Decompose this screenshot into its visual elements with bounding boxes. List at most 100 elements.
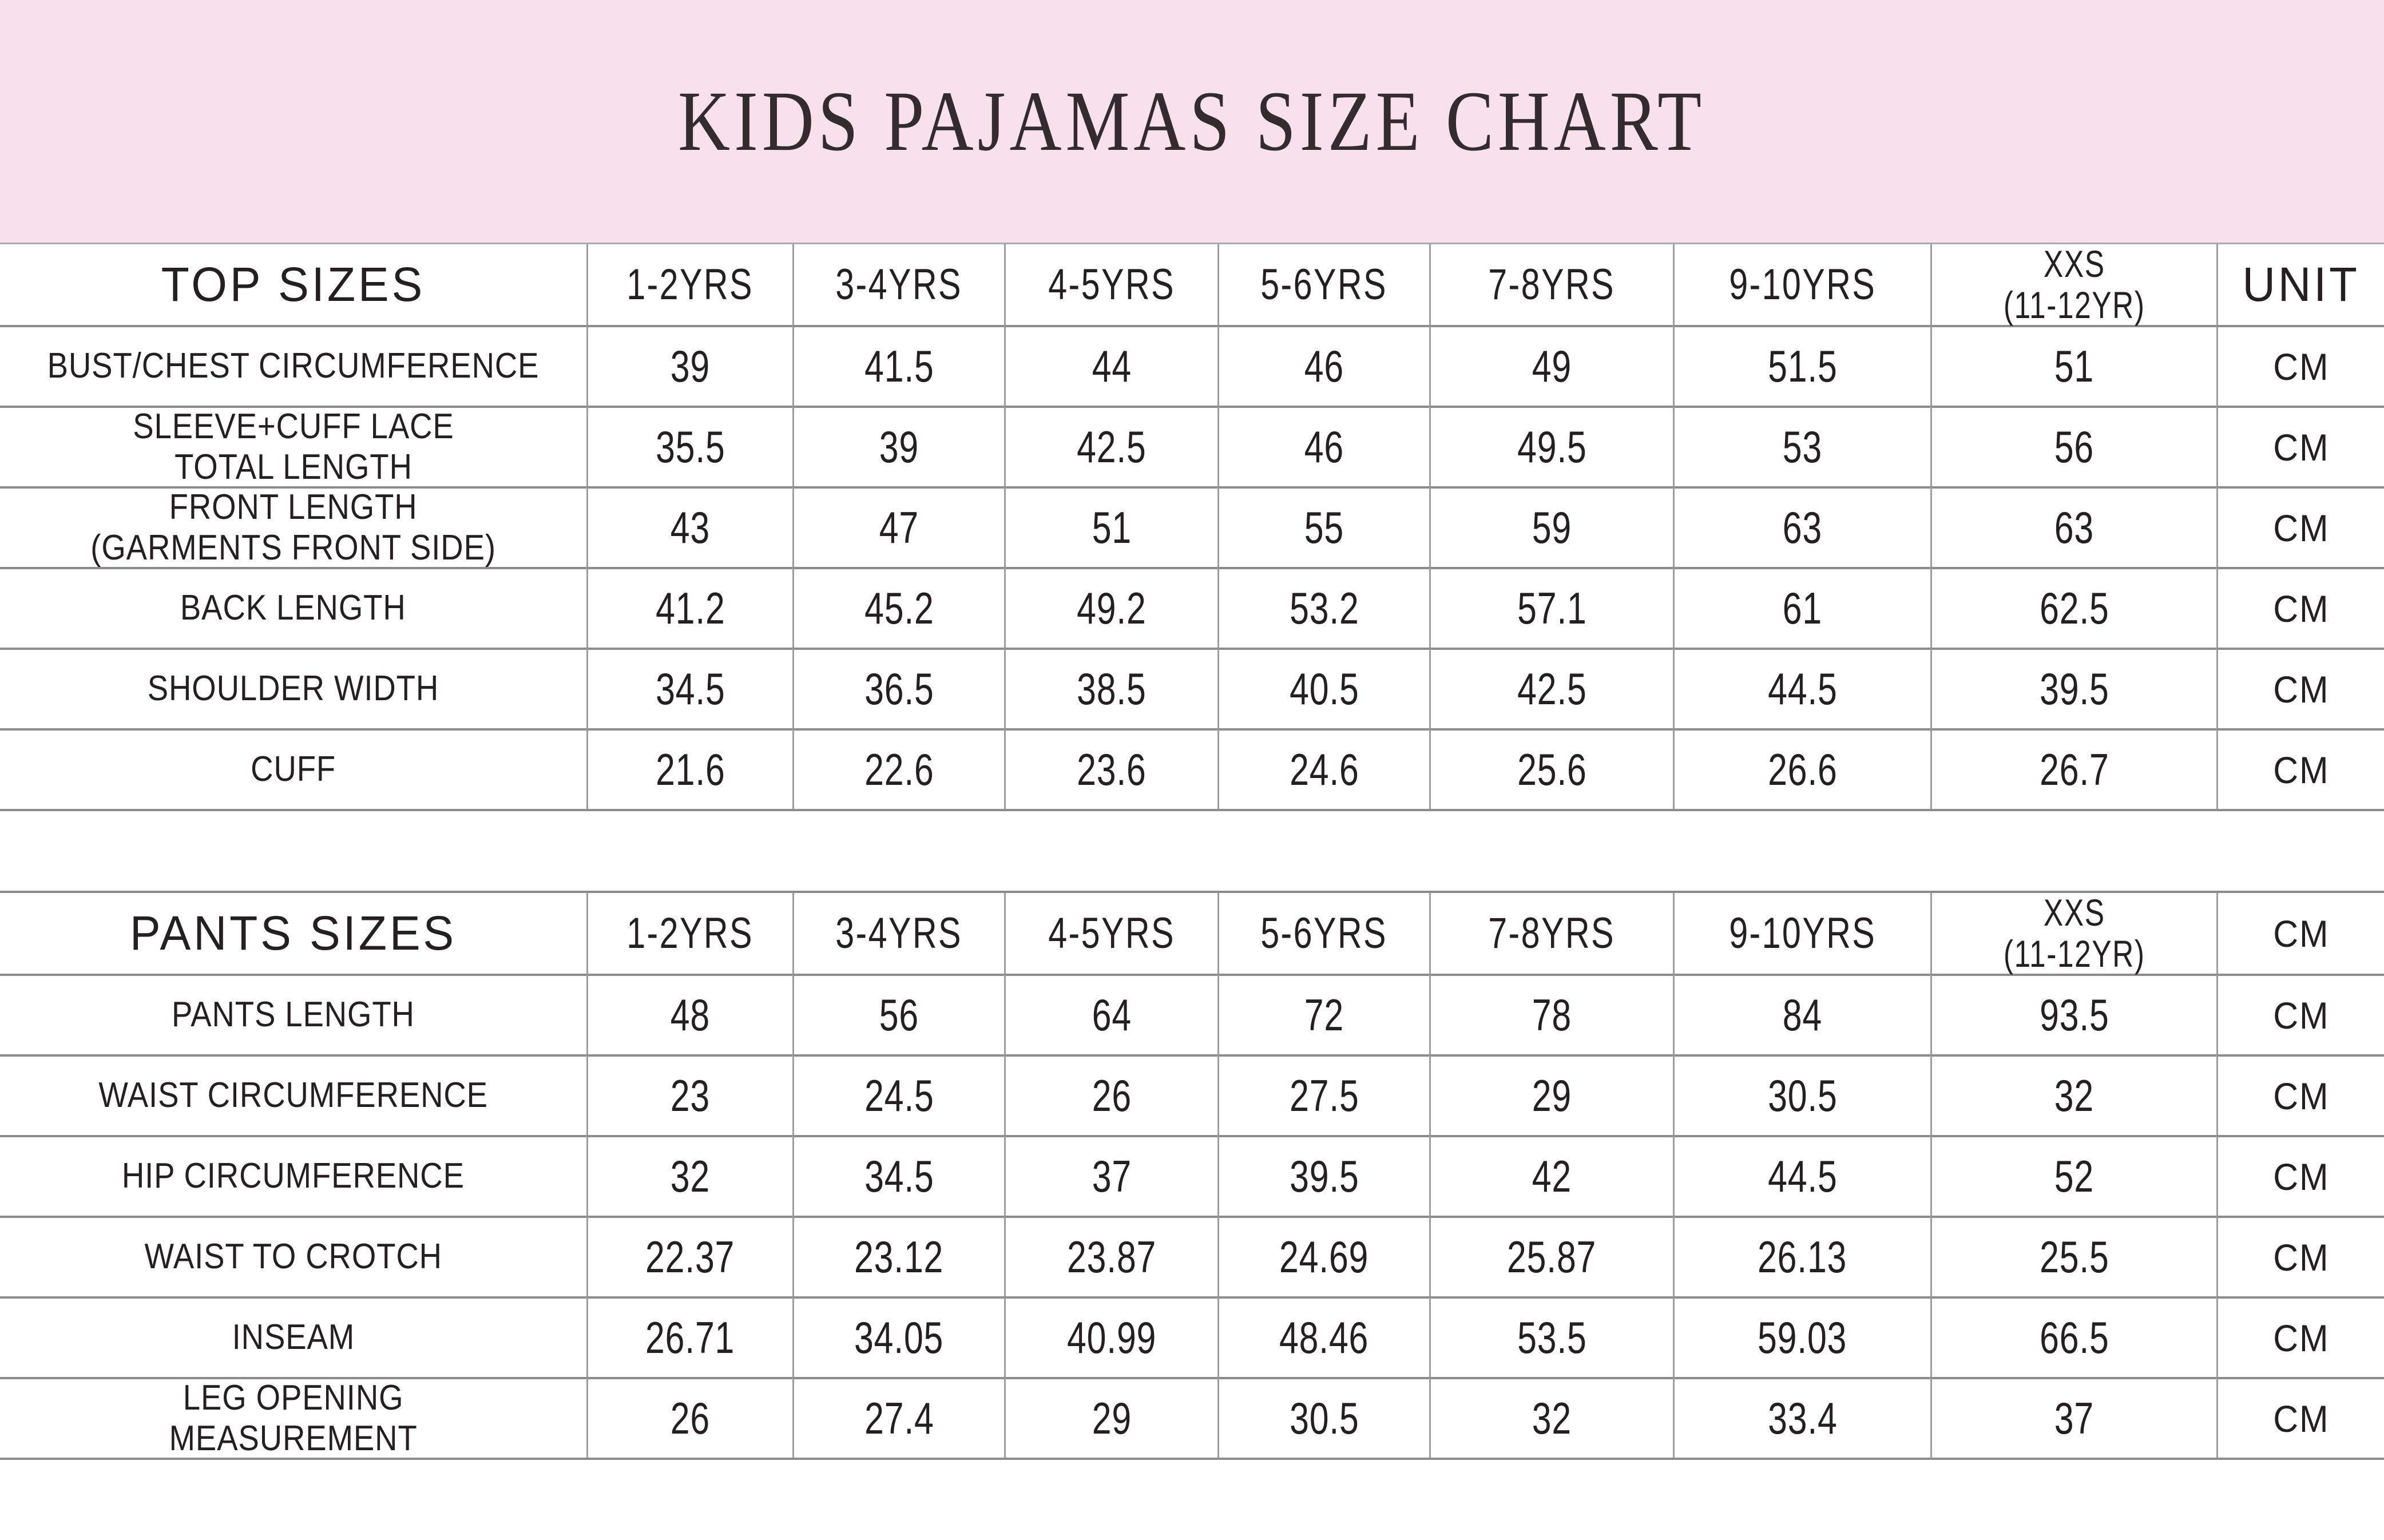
value-cell: 47 [792,486,1004,567]
unit-cell: CM [2216,974,2384,1054]
top-sizes-column-header: 7-8YRS [1429,244,1673,325]
value-cell: 42 [1429,1135,1673,1216]
value-cell-text: 24.6 [1289,744,1359,795]
value-cell-text: 46 [1304,341,1344,391]
value-cell: 23 [586,1054,792,1135]
value-cell: 32 [1429,1377,1673,1458]
value-cell: 44 [1004,325,1217,406]
value-cell: 34.5 [792,1135,1004,1216]
value-cell-text: 29 [1532,1070,1572,1121]
value-cell-text: 42.5 [1517,664,1587,714]
row-label: HIP CIRCUMFERENCE [0,1135,586,1216]
value-cell: 33.4 [1673,1377,1930,1458]
unit-cell: CM [2216,1135,2384,1216]
row-label-text: WAIST CIRCUMFERENCE [98,1075,488,1116]
value-cell: 49.5 [1429,406,1673,486]
unit-cell-text: CM [2272,668,2330,711]
pants-sizes-column-header-xxs-text: XXS (11-12YR) [2003,891,2145,975]
value-cell-text: 30.5 [1767,1070,1838,1121]
value-cell: 44.5 [1673,1135,1930,1216]
unit-cell: CM [2216,325,2384,406]
value-cell-text: 49 [1532,341,1572,391]
value-cell-text: 44 [1092,341,1132,391]
unit-cell: CM [2216,1216,2384,1296]
value-cell-text: 51.5 [1767,341,1838,391]
value-cell: 39.5 [1930,648,2216,728]
pants-sizes-unit-header-text: CM [2272,912,2330,955]
row-label: CUFF [0,728,586,809]
row-label-text: BACK LENGTH [180,588,406,628]
top-sizes-column-header: 9-10YRS [1673,244,1930,325]
value-cell-text: 21.6 [655,744,725,795]
value-cell-text: 63 [2054,502,2095,553]
value-cell: 29 [1004,1377,1217,1458]
value-cell: 41.5 [792,325,1004,406]
row-label-text: PANTS LENGTH [172,995,415,1035]
value-cell-text: 78 [1532,990,1572,1040]
value-cell: 64 [1004,974,1217,1054]
unit-cell-text: CM [2272,748,2330,791]
unit-cell: CM [2216,567,2384,648]
value-cell-text: 49.5 [1517,422,1587,472]
unit-cell-text: CM [2272,345,2330,388]
pants-sizes-column-header-text: 5-6YRS [1260,909,1388,958]
title-banner: KIDS PAJAMAS SIZE CHART [0,0,2384,243]
row-label: BACK LENGTH [0,567,586,648]
row-label-text: SHOULDER WIDTH [147,669,439,709]
value-cell: 32 [1930,1054,2216,1135]
top-sizes-table: TOP SIZES 1-2YRS 3-4YRS 4-5YRS 5-6YRS 7-8YRS 9… [0,243,2384,811]
pants-sizes-column-header-text: 3-4YRS [835,909,963,958]
value-cell: 25.87 [1429,1216,1673,1296]
value-cell-text: 51 [1092,502,1132,553]
value-cell-text: 48.46 [1279,1312,1369,1363]
row-label: WAIST CIRCUMFERENCE [0,1054,586,1135]
unit-cell-text: CM [2272,1316,2330,1359]
pants-sizes-column-header-text: 4-5YRS [1048,909,1175,958]
value-cell-text: 32 [2054,1070,2095,1121]
value-cell: 22.6 [792,728,1004,809]
value-cell: 35.5 [586,406,792,486]
pants-sizes-column-header: 7-8YRS [1429,893,1673,974]
row-label: WAIST TO CROTCH [0,1216,586,1296]
value-cell-text: 44.5 [1767,1151,1838,1201]
top-sizes-column-header-text: 9-10YRS [1729,260,1876,309]
value-cell-text: 57.1 [1517,583,1587,633]
value-cell-text: 25.6 [1517,744,1587,795]
value-cell: 39 [586,325,792,406]
value-cell: 59.03 [1673,1296,1930,1377]
value-cell-text: 47 [879,502,919,553]
top-sizes-column-header: 1-2YRS [586,244,792,325]
unit-cell-text: CM [2272,426,2330,469]
value-cell-text: 59.03 [1758,1312,1847,1363]
value-cell: 39 [792,406,1004,486]
value-cell-text: 39 [879,422,919,472]
value-cell-text: 34.5 [864,1151,934,1201]
value-cell: 38.5 [1004,648,1217,728]
value-cell-text: 41.2 [655,583,725,633]
value-cell: 39.5 [1217,1135,1429,1216]
value-cell-text: 56 [2054,422,2095,472]
value-cell-text: 48 [670,990,711,1040]
top-sizes-column-header-xxs-text: XXS (11-12YR) [2003,243,2145,326]
value-cell: 56 [792,974,1004,1054]
row-label-text: BUST/CHEST CIRCUMFERENCE [47,346,540,386]
value-cell: 37 [1004,1135,1217,1216]
row-label-text: LEG OPENING MEASUREMENT [169,1378,418,1458]
value-cell: 51 [1930,325,2216,406]
value-cell-text: 32 [1532,1393,1572,1443]
value-cell: 53.2 [1217,567,1429,648]
value-cell-text: 26.6 [1767,744,1838,795]
pants-sizes-column-header-xxs: XXS (11-12YR) [1930,891,2216,975]
value-cell-text: 55 [1304,502,1344,553]
value-cell-text: 26 [670,1393,711,1443]
value-cell-text: 37 [2054,1393,2095,1443]
value-cell-text: 53.5 [1517,1312,1587,1363]
value-cell-text: 64 [1092,990,1132,1040]
unit-cell: CM [2216,1054,2384,1135]
value-cell: 42.5 [1004,406,1217,486]
row-label: BUST/CHEST CIRCUMFERENCE [0,325,586,406]
pants-sizes-column-header: 3-4YRS [792,893,1004,974]
value-cell: 78 [1429,974,1673,1054]
value-cell: 63 [1673,486,1930,567]
